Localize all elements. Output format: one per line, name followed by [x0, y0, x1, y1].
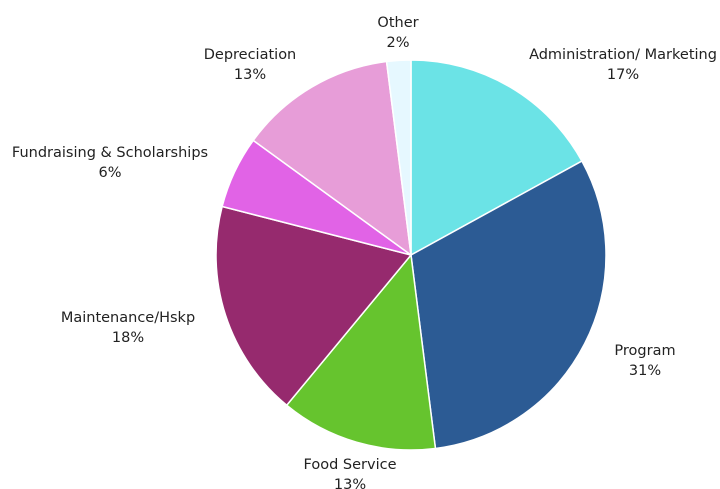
pie-labels: Administration/ Marketing 17% Program 31% Fo…	[12, 15, 717, 489]
pie-slice-food-service	[285, 253, 437, 451]
slice-value-other: 2%	[386, 35, 409, 51]
slice-label-fundraising-scholarships: Fundraising & Scholarships	[12, 145, 208, 161]
slice-label-other: Other	[377, 15, 418, 31]
pie-slices	[215, 59, 607, 451]
slice-value-program: 31%	[629, 363, 661, 379]
slice-value-food-service: 13%	[334, 477, 366, 489]
pie-slice-program	[410, 160, 607, 450]
slice-value-depreciation: 13%	[234, 67, 266, 83]
pie-slice-maintenance-hskp	[215, 205, 413, 407]
slice-label-administration-marketing: Administration/ Marketing	[529, 47, 717, 63]
slice-value-maintenance-hskp: 18%	[112, 330, 144, 346]
pie-slice-other	[385, 59, 412, 256]
slice-label-food-service: Food Service	[304, 457, 397, 473]
slice-value-administration-marketing: 17%	[607, 67, 639, 83]
pie-slice-administration-marketing	[410, 59, 583, 257]
slice-label-depreciation: Depreciation	[204, 47, 297, 63]
pie-slice-depreciation	[252, 60, 412, 257]
slice-value-fundraising-scholarships: 6%	[98, 165, 121, 181]
slice-label-maintenance-hskp: Maintenance/Hskp	[61, 310, 195, 326]
slice-label-program: Program	[614, 343, 675, 359]
